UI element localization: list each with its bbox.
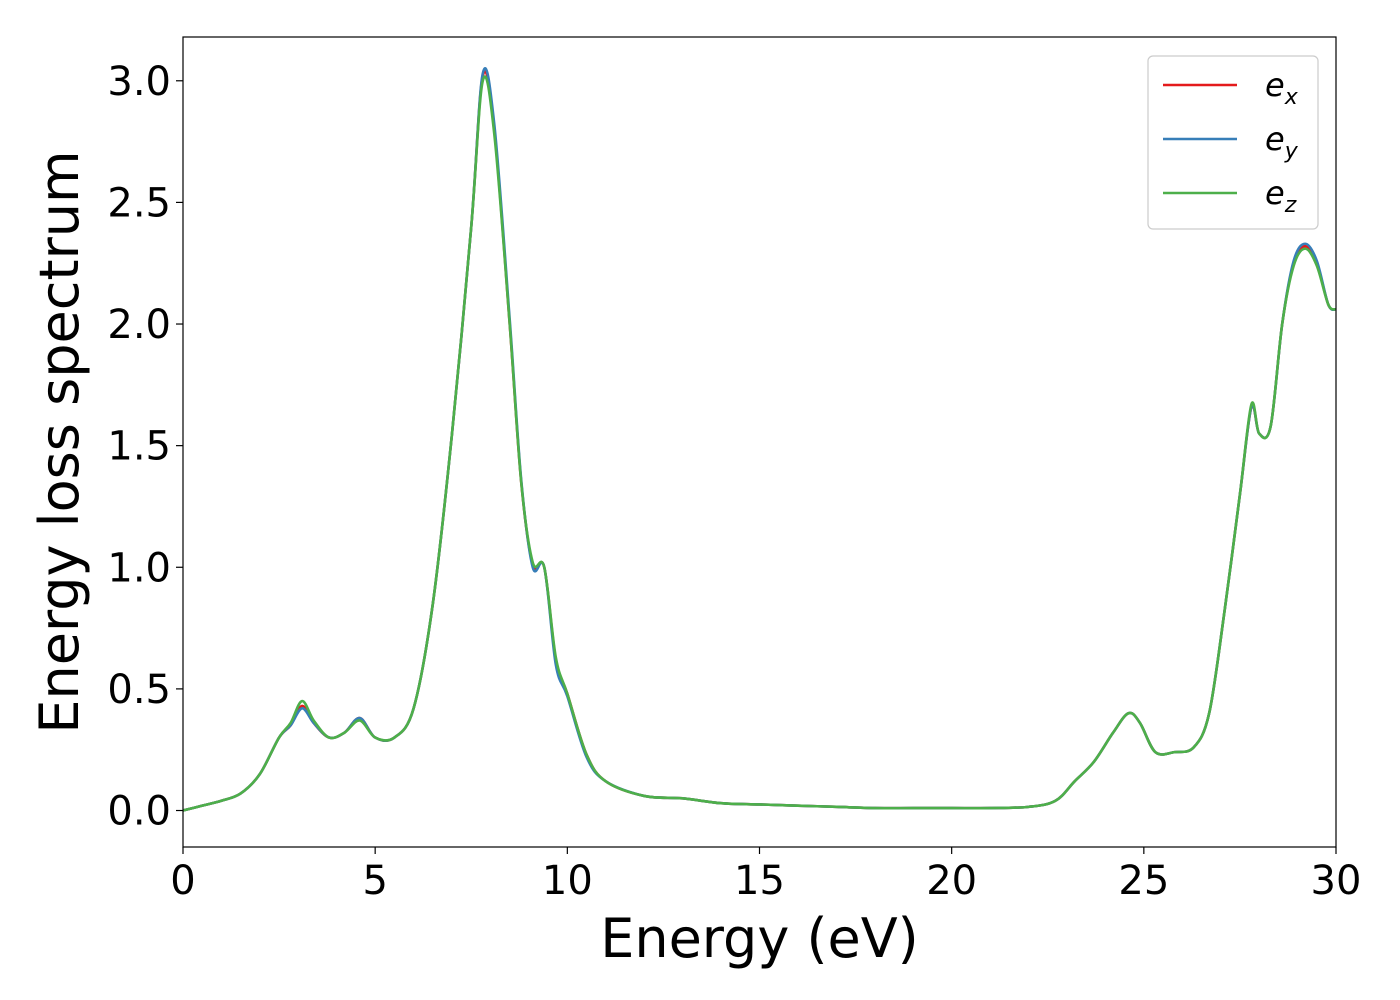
- x-tick-label: 30: [1311, 858, 1362, 904]
- x-tick-label: 15: [734, 858, 785, 904]
- y-tick-label: 2.0: [107, 302, 171, 348]
- legend-box: [1147, 55, 1319, 230]
- y-tick-label: 0.0: [107, 789, 171, 835]
- legend-label: ex: [1265, 66, 1299, 110]
- x-axis-ticks: 0 5 10 15 20 25 30: [170, 847, 1361, 904]
- y-tick-label: 3.0: [107, 59, 171, 105]
- x-tick-label: 0: [170, 858, 195, 904]
- legend-label: ez: [1265, 174, 1297, 218]
- x-tick-label: 20: [926, 858, 977, 904]
- series-lines: [183, 67, 1336, 812]
- series-line-e-z: [183, 75, 1336, 812]
- x-tick-label: 25: [1118, 858, 1169, 904]
- x-tick-label: 10: [542, 858, 593, 904]
- y-axis-ticks: 0.0 0.5 1.0 1.5 2.0 2.5 3.0: [107, 59, 183, 835]
- y-tick-label: 1.0: [107, 545, 171, 591]
- y-tick-label: 0.5: [107, 667, 171, 713]
- legend: ex ey ez: [1147, 55, 1319, 230]
- x-axis-label: Energy (eV): [600, 907, 919, 970]
- y-tick-label: 1.5: [107, 424, 171, 470]
- x-tick-label: 5: [362, 858, 387, 904]
- legend-label: ey: [1265, 120, 1299, 164]
- y-axis-label: Energy loss spectrum: [28, 150, 91, 733]
- y-tick-label: 2.5: [107, 180, 171, 226]
